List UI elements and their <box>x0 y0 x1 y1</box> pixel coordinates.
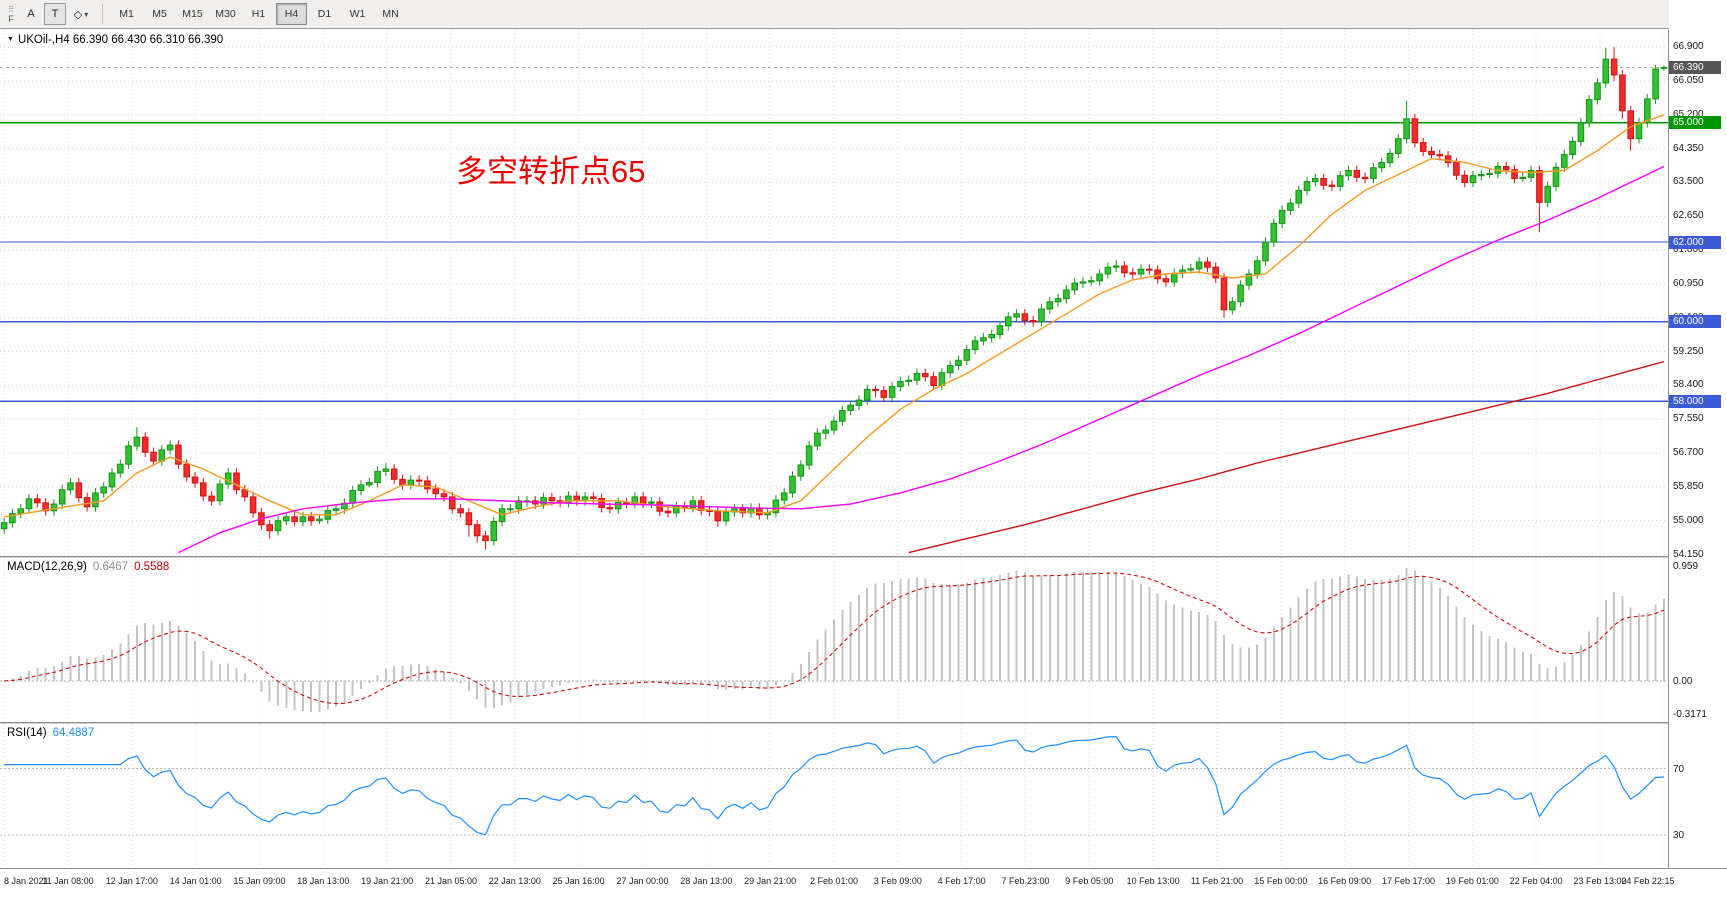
price-tick-label: 57.550 <box>1673 413 1704 425</box>
price-tick-label: 60.950 <box>1673 277 1704 289</box>
time-label: 23 Feb 13:00 <box>1573 876 1627 886</box>
time-label: 21 Jan 05:00 <box>424 876 478 886</box>
rsi-canvas <box>0 724 1668 868</box>
price-chart-canvas <box>0 30 1668 556</box>
rsi-readout: RSI(14) 64.4887 <box>7 727 94 739</box>
ohlc-values: 66.390 66.430 66.310 66.390 <box>72 34 224 46</box>
macd-scale-top: 0.959 <box>1673 561 1699 572</box>
price-tick-label: 58.400 <box>1673 379 1704 391</box>
panel-separator <box>0 868 1727 869</box>
panel-separator[interactable] <box>0 722 1727 724</box>
chart-text-annotation[interactable]: 多空转折点65 <box>456 154 646 189</box>
time-axis[interactable]: 8 Jan 2021 11 Jan 08:00 12 Jan 17:00 14 Jan… <box>0 869 1727 897</box>
timeframe-toolbar: M1 M5 M15 M30 H1 H4 D1 W1 MN <box>110 3 407 25</box>
rsi-value: 64.4887 <box>52 727 95 739</box>
time-label: 4 Feb 17:00 <box>937 876 986 886</box>
price-scale-border <box>1668 30 1669 868</box>
time-label: 11 Feb 21:00 <box>1190 876 1244 886</box>
toolbar-separator <box>102 4 103 24</box>
tf-button-d1[interactable]: D1 <box>317 8 332 20</box>
symbol-ohlc-readout: ▼ UKOil-,H4 66.390 66.430 66.310 66.390 <box>7 34 223 46</box>
tf-button-mn[interactable]: MN <box>382 8 399 20</box>
time-label: 18 Jan 13:00 <box>297 876 350 886</box>
shapes-icon: ◇ <box>73 8 83 21</box>
time-label: 15 Feb 00:00 <box>1254 876 1308 886</box>
price-tick-label: 55.000 <box>1673 514 1704 526</box>
price-tick-label: 61.800 <box>1673 244 1704 256</box>
time-label: 2 Feb 01:00 <box>809 876 859 886</box>
time-label: 29 Jan 21:00 <box>744 876 797 886</box>
tf-button-m30[interactable]: M30 <box>215 8 236 20</box>
tf-button-w1[interactable]: W1 <box>349 8 366 20</box>
macd-canvas <box>0 558 1668 722</box>
chevron-down-icon: ▾ <box>84 9 89 19</box>
time-label: 10 Feb 13:00 <box>1126 876 1180 886</box>
hline-price-badge: 65.000 <box>1669 116 1721 130</box>
time-label: 27 Jan 00:00 <box>616 876 669 886</box>
rsi-level-top-label: 70 <box>1673 763 1685 775</box>
price-tick-label: 54.150 <box>1673 548 1704 560</box>
price-tick-label: 66.900 <box>1673 41 1704 53</box>
hline-price-badge: 58.000 <box>1669 394 1721 408</box>
time-label: 15 Jan 09:00 <box>233 876 286 886</box>
time-label: 11 Jan 08:00 <box>42 876 94 886</box>
current-price-badge: 66.390 <box>1669 60 1721 74</box>
time-label: 7 Feb 23:00 <box>1001 876 1050 886</box>
macd-readout: MACD(12,26,9) 0.6467 0.5588 <box>7 561 169 573</box>
time-label: 12 Jan 17:00 <box>105 876 158 886</box>
shapes-dropdown-button[interactable]: ◇ ▾ <box>68 3 94 25</box>
toolbar-dock: ⠿ F <box>3 0 19 28</box>
price-tick-label: 64.350 <box>1673 142 1704 154</box>
text-annotation-button[interactable]: A <box>27 8 35 20</box>
tf-button-m15[interactable]: M15 <box>182 8 203 20</box>
time-label: 28 Jan 13:00 <box>680 876 733 886</box>
time-label: 8 Jan 2021 <box>4 876 49 886</box>
symbol-title: UKOil-,H4 <box>17 34 70 46</box>
macd-main-value: 0.6467 <box>92 561 129 573</box>
panel-separator[interactable] <box>0 556 1727 558</box>
toolbar: ⠿ F A T ◇ ▾ M1 M5 M15 M30 H1 H4 D1 W1 MN <box>0 0 1727 29</box>
macd-signal-value: 0.5588 <box>134 561 170 573</box>
time-label: 19 Feb 01:00 <box>1445 876 1499 886</box>
time-label: 14 Jan 01:00 <box>169 876 222 886</box>
price-tick-label: 55.850 <box>1673 480 1704 492</box>
price-tick-label: 62.650 <box>1673 210 1704 222</box>
price-chart-panel[interactable] <box>0 30 1668 556</box>
time-label: 19 Jan 21:00 <box>361 876 414 886</box>
macd-title: MACD(12,26,9) <box>7 561 87 573</box>
tf-button-m5[interactable]: M5 <box>152 8 167 20</box>
time-label: 16 Feb 09:00 <box>1318 876 1372 886</box>
hline-price-badge: 62.000 <box>1669 235 1721 249</box>
macd-indicator-panel[interactable] <box>0 558 1668 722</box>
price-scale[interactable]: 66.900 66.050 65.200 64.350 63.500 62.650 61.8… <box>1669 0 1727 868</box>
time-label: 22 Jan 13:00 <box>488 876 541 886</box>
price-tick-label: 56.700 <box>1673 447 1704 459</box>
price-tick-label: 59.250 <box>1673 345 1704 357</box>
price-tick-label: 66.050 <box>1673 74 1704 86</box>
time-label: 24 Feb 22:15 <box>1621 876 1675 886</box>
time-label: 9 Feb 05:00 <box>1065 876 1114 886</box>
macd-scale-zero: 0.00 <box>1673 675 1693 687</box>
time-label: 22 Feb 04:00 <box>1509 876 1563 886</box>
text-tool-button[interactable]: T <box>44 3 66 25</box>
time-label: 3 Feb 09:00 <box>873 876 922 886</box>
toolbar-tab-f[interactable]: F <box>8 13 14 24</box>
rsi-indicator-panel[interactable] <box>0 724 1668 868</box>
price-tick-label: 63.500 <box>1673 176 1704 188</box>
tf-button-h1[interactable]: H1 <box>251 8 266 20</box>
price-tick-label: 65.200 <box>1673 108 1704 120</box>
collapse-chart-icon[interactable]: ▼ <box>7 36 14 43</box>
tf-button-m1[interactable]: M1 <box>119 8 134 20</box>
hline-price-badge: 60.000 <box>1669 315 1721 329</box>
toolbar-drag-handle-icon[interactable]: ⠿ <box>8 4 14 14</box>
rsi-title: RSI(14) <box>7 727 47 739</box>
rsi-level-bottom-label: 30 <box>1673 829 1685 841</box>
time-label: 17 Feb 17:00 <box>1381 876 1436 886</box>
tf-button-h4[interactable]: H4 <box>276 3 307 25</box>
time-label: 25 Jan 16:00 <box>552 876 605 886</box>
macd-scale-bottom: -0.3171 <box>1673 709 1707 720</box>
